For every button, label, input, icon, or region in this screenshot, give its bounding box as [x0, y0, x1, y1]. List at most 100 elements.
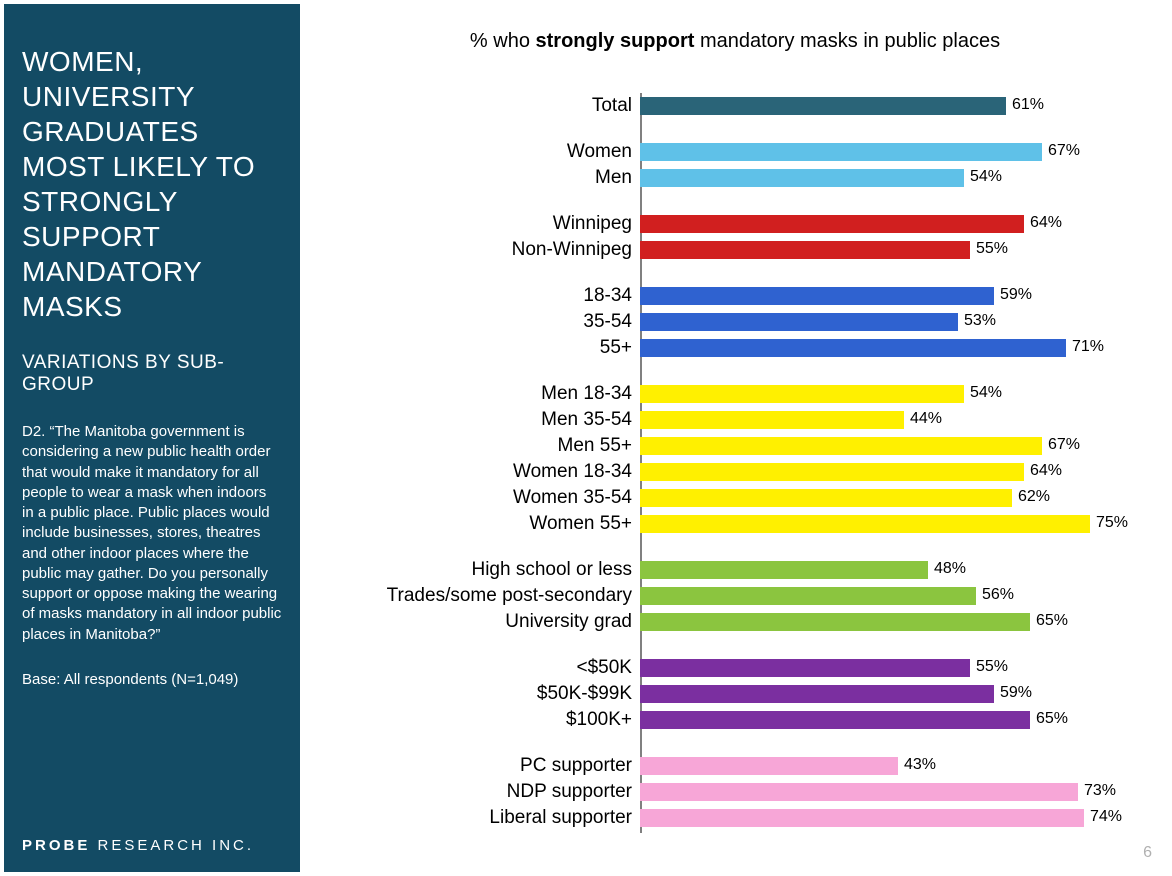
- chart-area: % who strongly support mandatory masks i…: [320, 30, 1150, 850]
- bar: [640, 143, 1042, 161]
- bar-track: 43%: [640, 755, 1120, 777]
- bar-value: 75%: [1096, 514, 1128, 532]
- bar-track: 59%: [640, 285, 1120, 307]
- bar-value: 55%: [976, 240, 1008, 258]
- chart-row: NDP supporter73%: [330, 779, 1150, 805]
- bar: [640, 215, 1024, 233]
- bar-value: 43%: [904, 756, 936, 774]
- chart-row: PC supporter 43%: [330, 753, 1150, 779]
- company-rest: RESEARCH INC.: [90, 837, 254, 854]
- chart-row: $50K-$99K 59%: [330, 681, 1150, 707]
- row-label: $50K-$99K: [330, 683, 640, 705]
- bar: [640, 809, 1084, 827]
- bar-value: 67%: [1048, 142, 1080, 160]
- bar: [640, 561, 928, 579]
- bar: [640, 97, 1006, 115]
- bar: [640, 437, 1042, 455]
- row-label: $100K+: [330, 709, 640, 731]
- row-label: PC supporter: [330, 755, 640, 777]
- bar-value: 55%: [976, 658, 1008, 676]
- row-label: Women 35-54: [330, 487, 640, 509]
- bar-track: 56%: [640, 585, 1120, 607]
- chart-row: University grad 65%: [330, 609, 1150, 635]
- chart-row: Men 55+ 67%: [330, 433, 1150, 459]
- bar-value: 65%: [1036, 612, 1068, 630]
- bar: [640, 783, 1078, 801]
- bar-track: 67%: [640, 435, 1120, 457]
- bar-track: 53%: [640, 311, 1120, 333]
- bar: [640, 685, 994, 703]
- bar-value: 64%: [1030, 462, 1062, 480]
- chart-row: Women 35-5462%: [330, 485, 1150, 511]
- chart-group: High school or less48%Trades/some post-s…: [330, 557, 1150, 635]
- chart-title-post: mandatory masks in public places: [694, 30, 1000, 52]
- bar-track: 67%: [640, 141, 1120, 163]
- chart-row: 18-3459%: [330, 283, 1150, 309]
- row-label: Men 55+: [330, 435, 640, 457]
- row-label: Women: [330, 141, 640, 163]
- bar-track: 73%: [640, 781, 1120, 803]
- row-label: University grad: [330, 611, 640, 633]
- bar: [640, 613, 1030, 631]
- row-label: Non-Winnipeg: [330, 239, 640, 261]
- sidebar-base-text: Base: All respondents (N=1,049): [22, 671, 282, 688]
- row-label: Men 35-54: [330, 409, 640, 431]
- chart-row: Men 35-5444%: [330, 407, 1150, 433]
- bar-track: 54%: [640, 167, 1120, 189]
- bar: [640, 339, 1066, 357]
- bar-track: 64%: [640, 461, 1120, 483]
- bar: [640, 287, 994, 305]
- company-logo-text: PROBE RESEARCH INC.: [22, 837, 254, 854]
- bar-track: 44%: [640, 409, 1120, 431]
- bar-value: 67%: [1048, 436, 1080, 454]
- chart-row: Men 18-3454%: [330, 381, 1150, 407]
- sidebar-subtitle: VARIATIONS BY SUB-GROUP: [22, 352, 282, 396]
- chart-row: Total 61%: [330, 93, 1150, 119]
- chart-group: <$50K 55% $50K-$99K 59% $100K+65%: [330, 655, 1150, 733]
- chart-group: PC supporter43%NDP supporter73%Liberal s…: [330, 753, 1150, 831]
- bar: [640, 169, 964, 187]
- chart-row: Women 18-34 64%: [330, 459, 1150, 485]
- bar-value: 54%: [970, 168, 1002, 186]
- bar: [640, 463, 1024, 481]
- bar: [640, 241, 970, 259]
- bar-value: 59%: [1000, 684, 1032, 702]
- bar-track: 75%: [640, 513, 1120, 535]
- chart-row: Women 55+75%: [330, 511, 1150, 537]
- row-label: Women 18-34: [330, 461, 640, 483]
- chart-group: Men 18-3454%Men 35-5444%Men 55+ 67% Women …: [330, 381, 1150, 537]
- bar: [640, 711, 1030, 729]
- bar-track: 64%: [640, 213, 1120, 235]
- chart-row: $100K+65%: [330, 707, 1150, 733]
- row-label: <$50K: [330, 657, 640, 679]
- bar-track: 71%: [640, 337, 1120, 359]
- bar-track: 55%: [640, 239, 1120, 261]
- bar-track: 65%: [640, 709, 1120, 731]
- sidebar-title: WOMEN, UNIVERSITY GRADUATES MOST LIKELY …: [22, 44, 282, 324]
- bar: [640, 411, 904, 429]
- bar-value: 56%: [982, 586, 1014, 604]
- chart-row: Winnipeg64%: [330, 211, 1150, 237]
- bar-value: 74%: [1090, 808, 1122, 826]
- bar-value: 53%: [964, 312, 996, 330]
- bar: [640, 515, 1090, 533]
- bar-track: 62%: [640, 487, 1120, 509]
- chart-row: Non-Winnipeg 55%: [330, 237, 1150, 263]
- chart-groups: Total 61% Women 67% Men 54% Winnipeg64%Non-Win…: [330, 93, 1150, 831]
- chart-row: <$50K 55%: [330, 655, 1150, 681]
- chart-title: % who strongly support mandatory masks i…: [320, 30, 1150, 53]
- row-label: Trades/some post-secondary: [330, 585, 640, 607]
- bar-track: 61%: [640, 95, 1120, 117]
- bar-track: 59%: [640, 683, 1120, 705]
- bar-track: 54%: [640, 383, 1120, 405]
- bar-track: 48%: [640, 559, 1120, 581]
- chart-row: Women 67%: [330, 139, 1150, 165]
- bar-value: 61%: [1012, 96, 1044, 114]
- row-label: Men: [330, 167, 640, 189]
- chart-row: High school or less48%: [330, 557, 1150, 583]
- chart-title-bold: strongly support: [536, 30, 695, 52]
- chart-group: Winnipeg64%Non-Winnipeg 55%: [330, 211, 1150, 263]
- bar-track: 74%: [640, 807, 1120, 829]
- bar-value: 73%: [1084, 782, 1116, 800]
- row-label: Total: [330, 95, 640, 117]
